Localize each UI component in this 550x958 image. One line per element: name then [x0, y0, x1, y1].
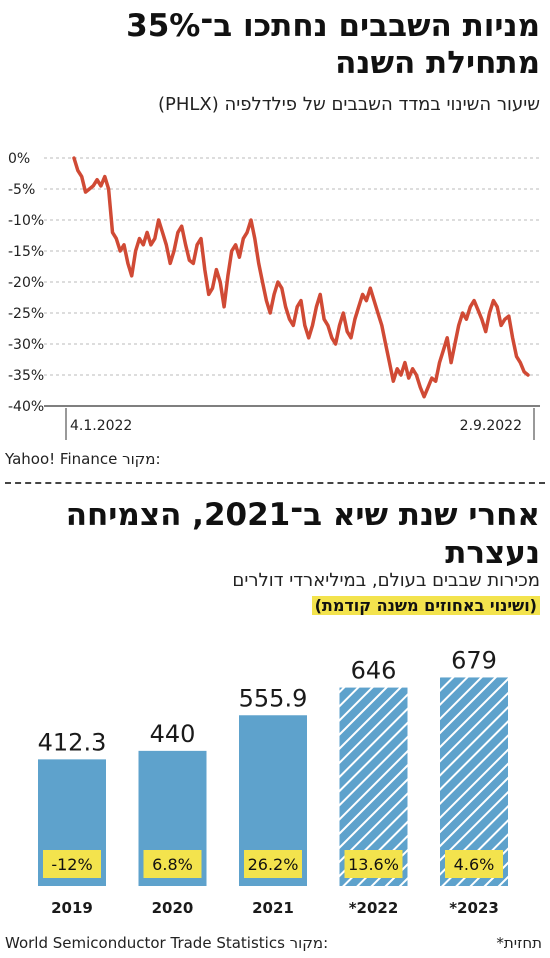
bar-value-label: 440: [150, 720, 196, 748]
bottom-title: אחרי שנת שיא ב־2021, הצמיחה נעצרת: [65, 497, 540, 571]
top-title: מניות השבבים נחתכו ב־35% מתחילת השנה: [126, 8, 540, 81]
forecast-footnote: *תחזית: [496, 934, 542, 952]
line-chart-grid: [44, 157, 540, 407]
section-divider: [5, 482, 545, 484]
category-label: *2023: [449, 899, 499, 917]
y-tick-label: -10%: [8, 213, 44, 229]
pct-change-label: 26.2%: [248, 855, 299, 874]
y-tick-label: -30%: [8, 337, 44, 353]
y-tick-label: 0%: [8, 151, 30, 167]
line-chart-y-ticks: 0% -5% -10% -15% -20% -25% -30% -35% -40%: [8, 151, 44, 415]
y-tick-label: -25%: [8, 306, 44, 322]
category-label: *2022: [349, 899, 399, 917]
y-tick-label: -15%: [8, 244, 44, 260]
pct-change-badge: [143, 850, 202, 878]
pct-change-badge: [445, 850, 503, 878]
bottom-subtitle: מכירות שבבים בעולם, במיליארדי דולרים: [232, 570, 540, 591]
bottom-subtitle-note-wrap: (ושינוי באחוזים משנה קודמת): [10, 596, 540, 615]
pct-change-badge: [43, 850, 101, 878]
top-subtitle: שיעור השינוי במדד השבבים של פילדלפיה (PH…: [157, 94, 540, 115]
pct-change-badge: [244, 850, 302, 878]
x-label-start: 4.1.2022: [70, 418, 132, 434]
y-tick-label: -40%: [8, 399, 44, 415]
pct-change-label: 13.6%: [348, 855, 399, 874]
pct-change-badge: [344, 850, 403, 878]
bar-value-label: 646: [351, 657, 397, 685]
x-label-end: 2.9.2022: [460, 418, 522, 434]
top-source-name: Yahoo! Finance: [5, 450, 118, 468]
bar-value-label: 412.3: [38, 728, 107, 756]
line-chart: 0% -5% -10% -15% -20% -25% -30% -35% -40% 4.1.20…: [8, 151, 540, 440]
bars-group: 412.3 -12% 2019 440 6.8% 2020 555.9 26.2% 2021 64…: [38, 646, 508, 917]
bar-value-label: 679: [451, 646, 497, 674]
category-label: 2019: [51, 899, 93, 917]
y-tick-label: -20%: [8, 275, 44, 291]
bar-chart: 412.3 -12% 2019 440 6.8% 2020 555.9 26.2% 2021 64…: [38, 646, 508, 917]
y-tick-label: -35%: [8, 368, 44, 384]
pct-change-label: -12%: [51, 855, 92, 874]
pct-change-label: 6.8%: [152, 855, 193, 874]
bottom-source-label: מקור:: [289, 934, 329, 952]
bottom-source-name: World Semiconductor Trade Statistics: [5, 934, 285, 952]
bottom-source: World Semiconductor Trade Statistics מקו…: [5, 934, 328, 952]
top-source: Yahoo! Finance מקור:: [5, 450, 161, 468]
bottom-subtitle-note: (ושינוי באחוזים משנה קודמת): [311, 596, 540, 615]
line-series-phlx: [72, 156, 530, 399]
category-label: 2020: [152, 899, 194, 917]
category-label: 2021: [252, 899, 294, 917]
pct-change-label: 4.6%: [454, 855, 495, 874]
bar-value-label: 555.9: [239, 684, 308, 712]
y-tick-label: -5%: [8, 182, 35, 198]
top-source-label: מקור:: [122, 450, 161, 468]
